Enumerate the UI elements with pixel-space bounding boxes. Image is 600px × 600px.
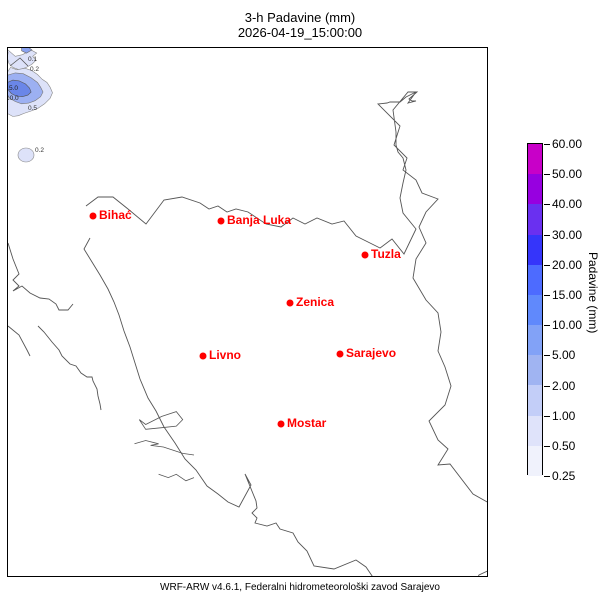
svg-text:0.2: 0.2: [35, 147, 44, 154]
svg-text:10.0: 10.0: [8, 95, 19, 102]
svg-text:0.5: 0.5: [28, 105, 37, 112]
svg-text:0.1: 0.1: [28, 56, 37, 63]
svg-text:5.0: 5.0: [9, 85, 18, 92]
svg-text:0.2: 0.2: [30, 66, 39, 73]
